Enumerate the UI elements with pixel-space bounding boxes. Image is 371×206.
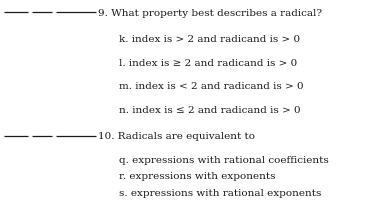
Text: q. expressions with rational coefficients: q. expressions with rational coefficient…: [119, 155, 328, 164]
Text: m. index is < 2 and radicand is > 0: m. index is < 2 and radicand is > 0: [119, 82, 303, 91]
Text: l. index is ≥ 2 and radicand is > 0: l. index is ≥ 2 and radicand is > 0: [119, 58, 297, 67]
Text: t. expressions with integral exponents: t. expressions with integral exponents: [119, 205, 320, 206]
Text: 10. Radicals are equivalent to: 10. Radicals are equivalent to: [98, 131, 255, 140]
Text: 9. What property best describes a radical?: 9. What property best describes a radica…: [98, 9, 322, 18]
Text: r. expressions with exponents: r. expressions with exponents: [119, 172, 275, 181]
Text: k. index is > 2 and radicand is > 0: k. index is > 2 and radicand is > 0: [119, 35, 300, 44]
Text: s. expressions with rational exponents: s. expressions with rational exponents: [119, 188, 321, 197]
Text: n. index is ≤ 2 and radicand is > 0: n. index is ≤ 2 and radicand is > 0: [119, 106, 301, 115]
